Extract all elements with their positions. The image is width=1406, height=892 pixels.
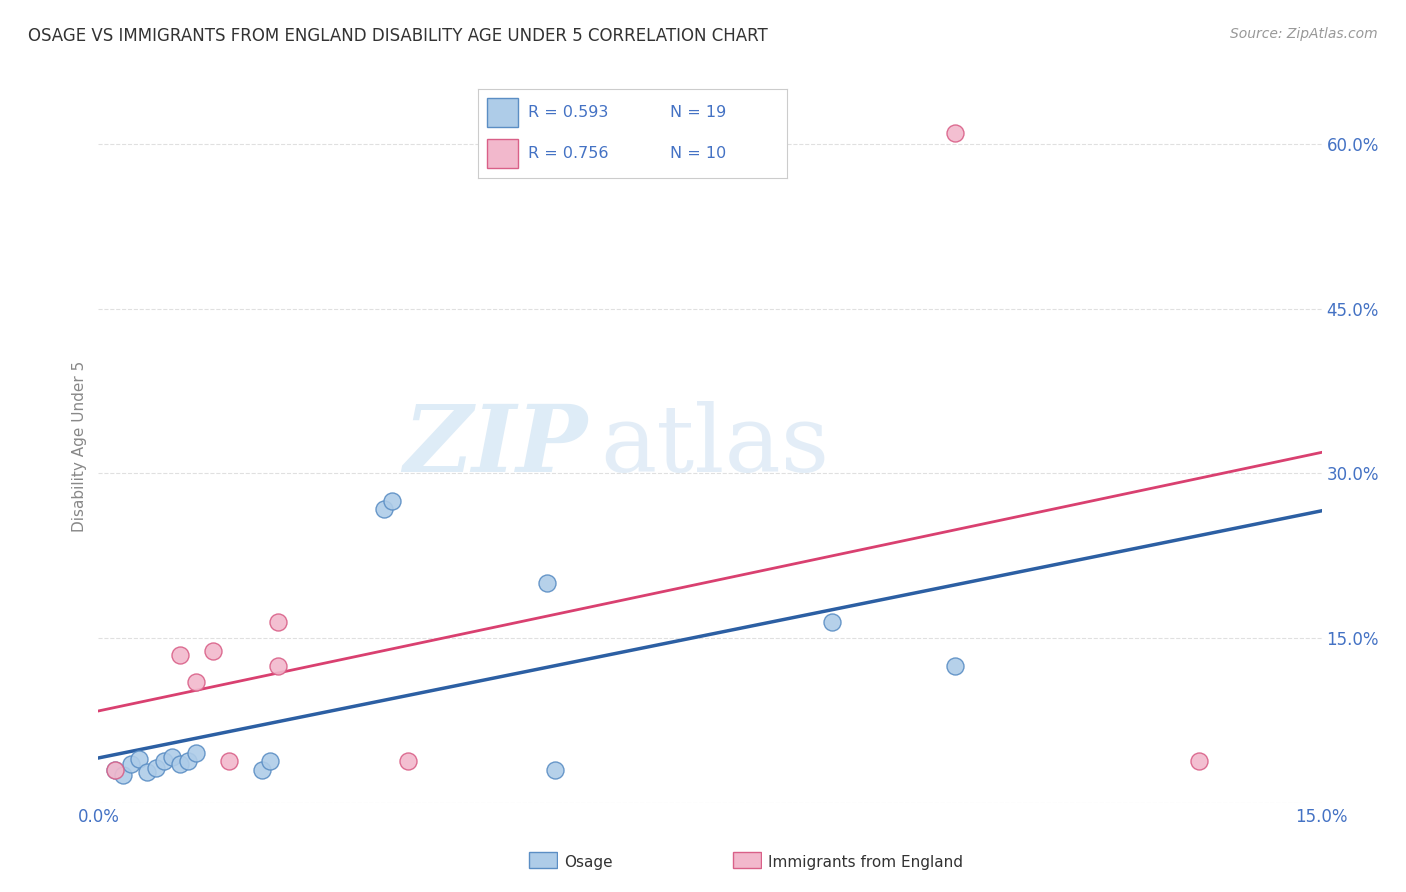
Text: Source: ZipAtlas.com: Source: ZipAtlas.com xyxy=(1230,27,1378,41)
Point xyxy=(259,754,281,768)
Y-axis label: Disability Age Under 5: Disability Age Under 5 xyxy=(72,360,87,532)
Text: Immigrants from England: Immigrants from England xyxy=(768,855,963,870)
Text: R = 0.756: R = 0.756 xyxy=(527,146,607,161)
Point xyxy=(169,757,191,772)
FancyBboxPatch shape xyxy=(488,98,519,127)
Point xyxy=(1188,754,1211,768)
Point xyxy=(381,494,404,508)
Point xyxy=(267,615,290,629)
Point xyxy=(201,644,224,658)
Point xyxy=(396,754,419,768)
FancyBboxPatch shape xyxy=(529,852,557,868)
FancyBboxPatch shape xyxy=(488,139,519,168)
Point xyxy=(104,763,127,777)
Point xyxy=(160,749,183,764)
Point xyxy=(821,615,844,629)
Text: Osage: Osage xyxy=(564,855,613,870)
FancyBboxPatch shape xyxy=(733,852,761,868)
Point xyxy=(536,576,558,591)
Text: OSAGE VS IMMIGRANTS FROM ENGLAND DISABILITY AGE UNDER 5 CORRELATION CHART: OSAGE VS IMMIGRANTS FROM ENGLAND DISABIL… xyxy=(28,27,768,45)
Point xyxy=(104,763,127,777)
Point xyxy=(267,658,290,673)
Point xyxy=(136,765,159,780)
Text: N = 10: N = 10 xyxy=(669,146,725,161)
Text: R = 0.593: R = 0.593 xyxy=(527,105,607,120)
Text: ZIP: ZIP xyxy=(404,401,588,491)
Point xyxy=(169,648,191,662)
Point xyxy=(111,768,134,782)
Text: N = 19: N = 19 xyxy=(669,105,725,120)
Point xyxy=(186,747,208,761)
Point xyxy=(943,658,966,673)
Point xyxy=(544,763,567,777)
Point xyxy=(120,757,142,772)
Point xyxy=(373,501,395,516)
Point xyxy=(186,675,208,690)
Text: atlas: atlas xyxy=(600,401,830,491)
Point xyxy=(943,126,966,140)
Point xyxy=(218,754,240,768)
Point xyxy=(152,754,174,768)
Point xyxy=(177,754,200,768)
Point xyxy=(128,752,150,766)
Point xyxy=(250,763,273,777)
Point xyxy=(145,761,167,775)
